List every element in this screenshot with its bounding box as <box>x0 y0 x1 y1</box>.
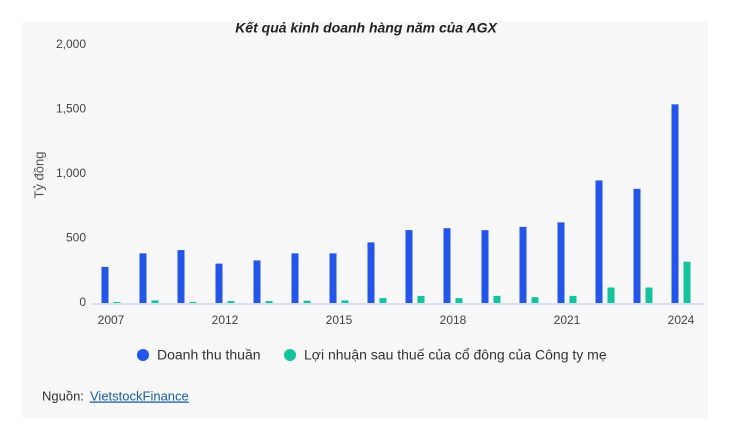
bar <box>531 297 539 303</box>
bar <box>557 222 565 303</box>
bar <box>227 301 235 303</box>
bar <box>633 188 641 303</box>
y-tick-label: 2,000 <box>56 37 86 51</box>
legend-marker <box>284 349 296 361</box>
bar <box>291 253 299 303</box>
bar <box>607 287 615 303</box>
bar <box>303 300 311 303</box>
y-tick-label: 0 <box>79 295 86 309</box>
bar <box>151 300 159 303</box>
bar <box>113 301 121 303</box>
bar <box>417 295 425 303</box>
y-tick-label: 500 <box>66 231 86 245</box>
bar <box>101 266 109 303</box>
x-tick-label: 2018 <box>440 313 467 327</box>
legend-label: Lợi nhuận sau thuế của cổ đông của Công … <box>304 347 607 363</box>
bar <box>595 180 603 303</box>
bar <box>379 298 387 303</box>
bar <box>177 250 185 303</box>
bar <box>645 287 653 303</box>
bar <box>671 104 679 303</box>
bar <box>405 230 413 303</box>
bar <box>265 301 273 303</box>
bar <box>569 295 577 303</box>
bar <box>367 242 375 303</box>
x-tick-label: 2015 <box>326 313 353 327</box>
bar <box>139 253 147 303</box>
y-tick-label: 1,000 <box>56 166 86 180</box>
x-tick-label: 2007 <box>98 313 125 327</box>
chart-title: Kết quả kinh doanh hàng năm của AGX <box>235 20 498 36</box>
x-tick-label: 2024 <box>668 313 695 327</box>
legend-label: Doanh thu thuần <box>157 347 261 363</box>
bar <box>215 263 223 303</box>
legend-marker <box>137 349 149 361</box>
bar <box>253 260 261 303</box>
source-label: Nguồn: <box>42 388 84 403</box>
y-tick-label: 1,500 <box>56 102 86 116</box>
bar <box>683 261 691 303</box>
y-axis-label: Tỷ đồng <box>31 152 46 199</box>
bar <box>493 295 501 303</box>
source-link[interactable]: VietstockFinance <box>90 388 189 403</box>
bar <box>189 301 197 303</box>
x-tick-label: 2012 <box>212 313 239 327</box>
bar <box>455 298 463 303</box>
bar <box>329 253 337 303</box>
bar <box>341 300 349 303</box>
bar <box>481 230 489 303</box>
bar <box>443 228 451 303</box>
chart-background <box>22 22 708 418</box>
bar <box>519 226 527 303</box>
x-tick-label: 2021 <box>554 313 581 327</box>
